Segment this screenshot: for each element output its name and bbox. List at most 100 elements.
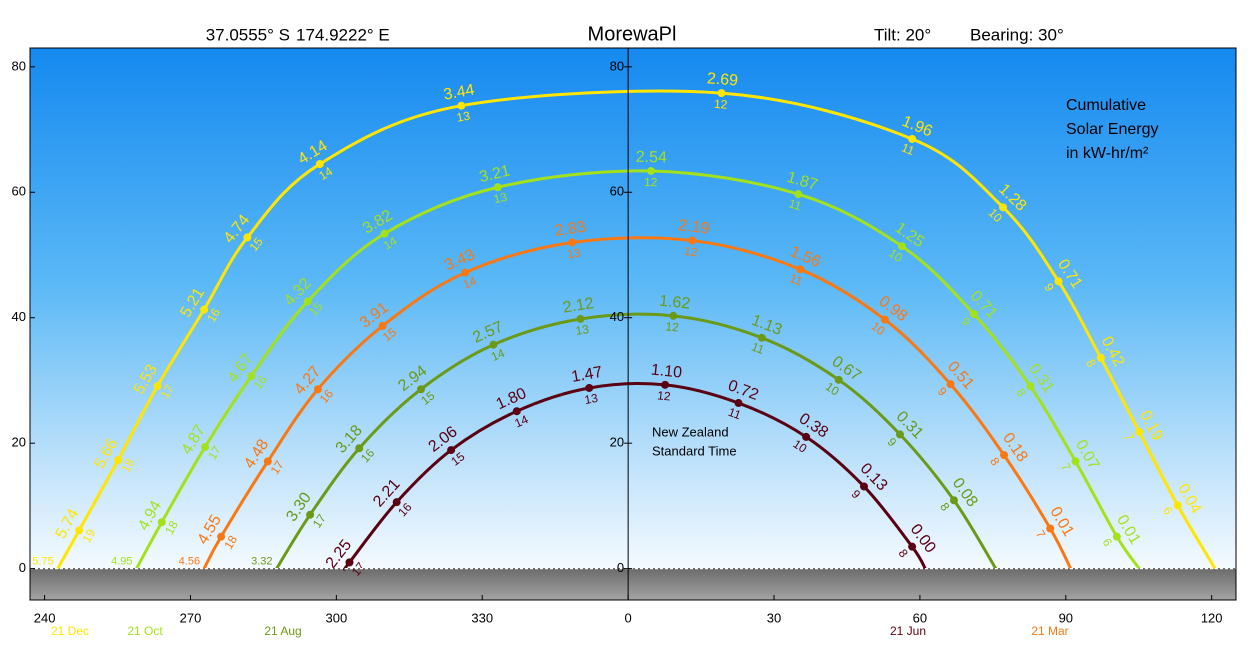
hour-point: [243, 233, 252, 242]
hour-point: [859, 482, 868, 491]
x-tick-label: 300: [326, 610, 348, 625]
hour-point: [114, 456, 123, 465]
hour-point: [576, 314, 585, 323]
energy-label: 2.69: [706, 70, 738, 89]
x-tick-label: 330: [471, 610, 493, 625]
bearing: Bearing: 30°: [970, 25, 1064, 44]
hour-label: 16: [204, 306, 223, 325]
hour-label: 12: [665, 319, 680, 334]
hour-label: 19: [80, 526, 99, 545]
timezone-note: New Zealand: [652, 424, 729, 439]
y-tick-label: 0: [19, 560, 26, 575]
hour-label: 13: [583, 391, 599, 407]
hour-point: [461, 268, 470, 277]
hour-point: [217, 532, 226, 541]
sunset-energy-label: 4.95: [111, 556, 132, 568]
hour-point: [1135, 427, 1144, 436]
energy-label: 2.83: [554, 219, 587, 240]
hour-point: [1096, 353, 1105, 362]
longitude: 174.9222° E: [296, 25, 390, 44]
hour-label: 11: [726, 405, 743, 423]
timezone-note: Standard Time: [652, 443, 737, 458]
hour-point: [1026, 382, 1035, 391]
hour-point: [493, 183, 502, 192]
energy-label: 3.21: [478, 162, 512, 186]
hour-label: 14: [512, 412, 530, 430]
hour-point: [895, 430, 904, 439]
y-tick-label: 60: [12, 184, 26, 199]
energy-label: 1.10: [650, 362, 683, 382]
hour-point: [75, 526, 84, 535]
center-y-tick-label: 20: [610, 435, 624, 450]
hour-label: 13: [566, 246, 581, 262]
hour-point: [489, 340, 498, 349]
hour-label: 11: [900, 140, 917, 158]
hour-point: [1173, 501, 1182, 510]
sky: [30, 48, 1236, 568]
energy-label: 1.47: [570, 364, 604, 386]
x-tick-label: 270: [180, 610, 202, 625]
hour-point: [201, 442, 210, 451]
legend-entry: 21 Oct: [127, 624, 163, 638]
hour-point: [568, 238, 577, 247]
hour-label: 12: [644, 175, 658, 189]
y-tick-label: 20: [12, 435, 26, 450]
ground: [30, 568, 1236, 600]
center-y-tick-label: 80: [610, 58, 624, 73]
hour-point: [345, 558, 354, 567]
hour-point: [946, 380, 955, 389]
hour-label: 14: [489, 346, 507, 364]
hour-label: 18: [162, 518, 181, 537]
hour-point: [717, 89, 726, 98]
energy-note: Cumulative: [1066, 97, 1146, 114]
hour-point: [734, 399, 743, 408]
hour-point: [355, 444, 364, 453]
x-tick-label: 60: [913, 610, 927, 625]
hour-label: 13: [455, 109, 471, 125]
legend-entry: 21 Dec: [51, 624, 89, 638]
y-tick-label: 40: [12, 309, 26, 324]
sunset-energy-label: 4.56: [179, 556, 200, 568]
sun-path: [202, 236, 1072, 570]
x-tick-label: 240: [34, 610, 56, 625]
hour-label: 18: [221, 533, 240, 552]
hour-point: [969, 309, 978, 318]
hour-point: [880, 315, 889, 324]
frame: [29, 47, 1237, 601]
hour-point: [315, 160, 324, 169]
energy-label: 1.62: [658, 293, 691, 313]
hour-point: [200, 305, 209, 314]
center-y-tick-label: 40: [610, 309, 624, 324]
sunset-energy-label: 3.32: [251, 556, 272, 568]
hour-point: [1112, 532, 1121, 541]
hour-point: [378, 321, 387, 330]
hour-label: 13: [575, 322, 591, 338]
hour-point: [796, 265, 805, 274]
hour-point: [247, 372, 256, 381]
hour-point: [834, 375, 843, 384]
hour-label: 11: [788, 271, 805, 289]
x-tick-label: 120: [1201, 610, 1223, 625]
hour-label: 17: [158, 382, 177, 401]
hour-label: 13: [492, 190, 509, 207]
legend-entry: 21 Mar: [1031, 624, 1068, 638]
tilt: Tilt: 20°: [874, 25, 931, 44]
x-tick-label: 90: [1059, 610, 1073, 625]
hour-point: [757, 333, 766, 342]
hour-point: [392, 498, 401, 507]
hour-point: [447, 446, 456, 455]
energy-label: 2.19: [677, 217, 710, 238]
energy-note: Solar Energy: [1066, 121, 1159, 138]
hour-label: 14: [381, 234, 400, 253]
hour-label: 18: [118, 456, 137, 475]
hour-point: [1054, 277, 1063, 286]
latitude: 37.0555° S: [206, 25, 290, 44]
hour-point: [380, 229, 389, 238]
hour-point: [153, 382, 162, 391]
hour-label: 14: [461, 274, 479, 292]
sunset-energy-label: 5.75: [32, 556, 53, 568]
hour-label: 12: [714, 97, 729, 112]
center-y-tick-label: 0: [617, 560, 624, 575]
